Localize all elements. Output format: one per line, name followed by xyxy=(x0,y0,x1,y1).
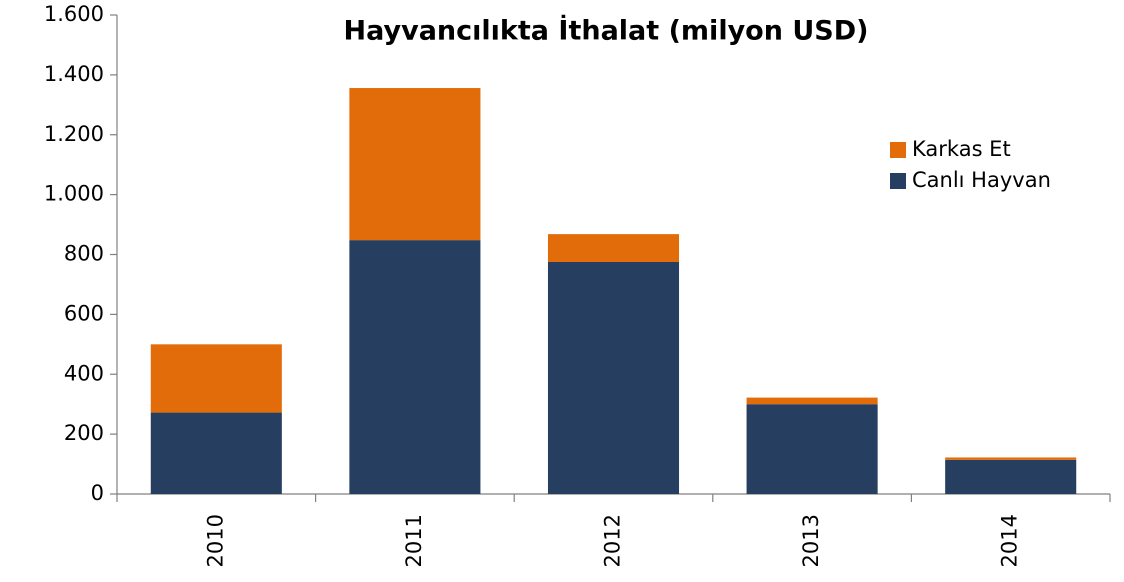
bar-segment xyxy=(547,234,680,262)
legend-label: Karkas Et xyxy=(912,137,1011,161)
bar-segment xyxy=(746,404,878,494)
x-tick-label: 2012 xyxy=(601,514,625,567)
bar-segment xyxy=(945,457,1077,460)
bar-segment xyxy=(150,412,282,494)
y-tick-label: 0 xyxy=(91,481,104,505)
bar-segment xyxy=(150,344,282,413)
y-tick-label: 1.600 xyxy=(44,2,104,26)
y-tick-label: 1.000 xyxy=(44,182,104,206)
legend-swatch xyxy=(890,142,906,158)
y-tick-label: 600 xyxy=(64,301,104,325)
y-tick-label: 1.400 xyxy=(44,62,104,86)
bar-segment xyxy=(547,261,680,494)
y-tick-label: 200 xyxy=(64,421,104,445)
legend-label: Canlı Hayvan xyxy=(912,168,1051,192)
chart-title: Hayvancılıkta İthalat (milyon USD) xyxy=(344,15,869,47)
bar-segment xyxy=(349,88,481,241)
y-tick-label: 1.200 xyxy=(44,122,104,146)
y-tick-label: 400 xyxy=(64,361,104,385)
bar-segment xyxy=(349,240,481,494)
bar-segment xyxy=(746,397,878,405)
bar-segment xyxy=(945,459,1077,494)
x-tick-label: 2011 xyxy=(402,514,426,567)
x-tick-label: 2013 xyxy=(799,514,823,567)
y-tick-label: 800 xyxy=(64,242,104,266)
x-tick-label: 2014 xyxy=(998,514,1022,567)
legend-swatch xyxy=(890,173,906,189)
x-tick-label: 2010 xyxy=(203,514,227,567)
